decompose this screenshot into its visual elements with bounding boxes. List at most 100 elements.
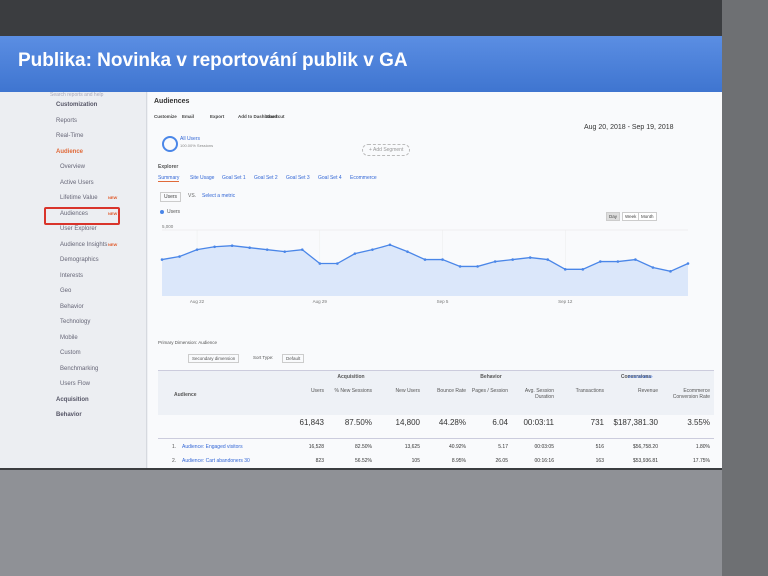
tab[interactable]: Goal Set 4	[318, 175, 342, 181]
cell: 40.92%	[449, 444, 466, 450]
point	[686, 262, 690, 265]
report-title: Audiences	[154, 98, 190, 105]
vs-label: VS.	[188, 193, 197, 199]
tab[interactable]: Ecommerce	[350, 175, 377, 181]
cell: $56,758.20	[632, 444, 658, 450]
column-header[interactable]: Pages / Session	[471, 388, 508, 394]
cell: $53,936.81	[632, 458, 658, 464]
point	[283, 250, 287, 253]
legend-dot	[160, 210, 164, 214]
point	[493, 260, 497, 263]
column-header[interactable]: % New Sessions	[334, 388, 372, 394]
nav-item[interactable]: Technology	[60, 319, 91, 325]
cell: 13,625	[404, 444, 420, 450]
point	[318, 262, 322, 265]
nav-item[interactable]: Audiences	[60, 210, 89, 217]
column-header: Audience	[174, 392, 197, 398]
nav-item[interactable]: Benchmarking	[60, 365, 99, 372]
tab[interactable]: Summary	[158, 175, 180, 182]
cell: 516	[595, 444, 604, 450]
nav-item[interactable]: Acquisition	[56, 396, 89, 403]
nav-item[interactable]: Lifetime Value	[60, 195, 98, 201]
tab[interactable]: Goal Set 3	[286, 175, 310, 181]
nav-item[interactable]: Demographics	[60, 257, 99, 263]
area	[162, 244, 688, 296]
nav-item[interactable]: Overview	[60, 164, 86, 170]
nav-item[interactable]: Behavior	[56, 412, 82, 418]
cell: 17.75%	[693, 458, 710, 464]
metric-select[interactable]: Users	[160, 192, 182, 202]
search-box[interactable]: Search reports and help	[50, 92, 104, 98]
select-metric[interactable]: Select a metric	[202, 193, 236, 199]
column-header[interactable]: Revenue	[637, 388, 658, 394]
sort-select[interactable]: Default	[282, 354, 305, 363]
primary-dimension: Primary Dimension: Audience	[158, 340, 218, 345]
wall	[0, 470, 768, 576]
total-value: 6.04	[492, 418, 508, 427]
cell: 163	[595, 458, 604, 464]
segment-circle	[162, 136, 178, 152]
toolbar-button[interactable]: Add to Dashboard	[238, 114, 277, 119]
point	[371, 248, 374, 251]
toolbar-button[interactable]: Email	[182, 114, 195, 119]
nav-item[interactable]: User Explorer	[60, 226, 97, 232]
nav-item[interactable]: Behavior	[60, 303, 84, 310]
add-segment[interactable]: + Add Segment	[362, 144, 411, 156]
conversion-select[interactable]: eCommerce	[628, 374, 653, 379]
nav-item[interactable]: Interests	[60, 272, 84, 279]
nav-item[interactable]: Users Flow	[60, 381, 91, 387]
segment-name[interactable]: All Users	[180, 136, 201, 142]
point	[651, 266, 655, 269]
cell: 00:16:16	[534, 458, 554, 464]
point	[388, 243, 392, 247]
highlight-box	[44, 206, 120, 225]
audience-link[interactable]: Audience: Cart abandoners 30	[182, 458, 250, 464]
nav-item[interactable]: Audience	[56, 148, 84, 155]
point	[300, 248, 304, 251]
table-header-bg	[158, 370, 714, 415]
sort-label: Sort Type:	[253, 355, 274, 360]
nav-item[interactable]: Audience Insights	[60, 241, 108, 248]
chart-button[interactable]: Day	[606, 212, 621, 221]
column-header[interactable]: Users	[310, 388, 324, 394]
date-range[interactable]: Aug 20, 2018 - Sep 19, 2018	[584, 124, 674, 131]
chart-button[interactable]: Month	[638, 212, 657, 221]
column-header[interactable]: New Users	[395, 388, 420, 394]
point	[353, 252, 357, 255]
nav-item[interactable]: Active Users	[60, 179, 94, 186]
y-tick-label: 5,000	[162, 224, 174, 229]
column-header[interactable]: Ecommerce Conversion Rate	[672, 388, 710, 400]
nav-item[interactable]: Customization	[56, 102, 98, 108]
projection-screen: Publika: Novinka v reportování publik v …	[0, 36, 722, 468]
column-header[interactable]: Transactions	[575, 388, 604, 394]
tab[interactable]: Goal Set 1	[222, 175, 246, 181]
column-header[interactable]: Bounce Rate	[437, 388, 466, 394]
new-badge: NEW	[108, 210, 118, 216]
nav-item[interactable]: Geo	[60, 288, 72, 294]
toolbar-button[interactable]: Shortcut	[266, 114, 285, 119]
toolbar-button[interactable]: Export	[210, 114, 225, 119]
secondary-dimension[interactable]: Secondary dimension	[188, 354, 240, 363]
nav-item[interactable]: Real-Time	[56, 133, 84, 139]
total-value: 00:03:11	[523, 418, 554, 427]
tab[interactable]: Site Usage	[190, 175, 215, 181]
audience-link[interactable]: Audience: Engaged visitors	[182, 444, 243, 450]
point	[160, 258, 164, 261]
point	[336, 262, 339, 265]
tab[interactable]: Goal Set 2	[254, 175, 278, 181]
point	[599, 260, 602, 263]
nav-item[interactable]: Reports	[56, 117, 78, 124]
cell: 105	[411, 458, 420, 464]
column-header[interactable]: Avg. Session Duration	[524, 388, 554, 400]
nav-item[interactable]: Custom	[60, 350, 81, 356]
point	[616, 260, 620, 263]
total-value: 3.55%	[687, 418, 710, 427]
title-bar: Publika: Novinka v reportování publik v …	[0, 36, 722, 92]
toolbar-button[interactable]: Customize	[154, 114, 177, 119]
nav-item[interactable]: Mobile	[60, 334, 78, 341]
group-header: Conversions	[620, 374, 652, 380]
total-value: 61,843	[299, 418, 324, 427]
slide-title: Publika: Novinka v reportování publik v …	[18, 50, 408, 71]
point	[178, 255, 181, 258]
cell: 26.05	[495, 458, 508, 464]
